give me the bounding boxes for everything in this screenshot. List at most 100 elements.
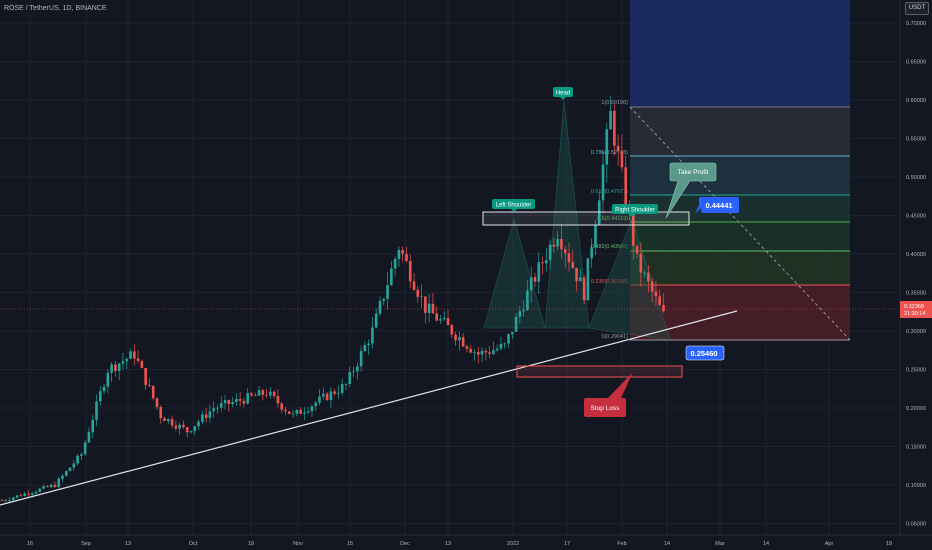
candle-up: [223, 400, 227, 404]
candle-down: [280, 403, 284, 410]
price-tick-label: 0.55000: [906, 137, 926, 143]
candle-down: [412, 281, 416, 290]
candle-up: [197, 421, 200, 427]
current-price-value: 0.32368: [904, 304, 924, 310]
candle-up: [439, 319, 442, 321]
candle-down: [174, 425, 178, 429]
stop-price-callout[interactable]: 0.25460: [685, 345, 725, 361]
candle-up: [193, 426, 197, 432]
candle-up: [106, 372, 110, 387]
currency-button[interactable]: USDT: [905, 2, 929, 15]
candle-down: [242, 400, 246, 404]
candle-up: [306, 411, 310, 413]
candle-up: [98, 391, 102, 402]
target-price-label: 0.44441: [705, 201, 732, 210]
candle-down: [662, 305, 665, 312]
time-tick-label: Nov: [293, 541, 303, 547]
candle-up: [609, 110, 612, 130]
candle-up: [594, 224, 597, 248]
time-tick-label: 15: [347, 541, 353, 547]
candle-up: [314, 402, 318, 407]
candle-down: [469, 348, 473, 353]
candle-down: [613, 110, 616, 146]
candle-up: [514, 316, 518, 332]
time-axis[interactable]: 16 Sep 13 Oct 18 Nov 15 Dec 13 2022 17 Feb 14 Mar 14 Ap…: [0, 534, 932, 550]
candle-up: [529, 277, 533, 291]
candle-up: [586, 258, 590, 301]
time-tick-label: Sep: [81, 541, 91, 547]
price-tick-label: 0.10000: [906, 483, 926, 489]
head-shoulders-pattern[interactable]: [483, 100, 671, 341]
svg-text:Left Shoulder: Left Shoulder: [496, 203, 532, 209]
candle-up: [344, 383, 348, 385]
candle-up: [68, 467, 72, 471]
candle-down: [476, 351, 480, 355]
candle-up: [49, 484, 53, 487]
candle-up: [601, 164, 605, 201]
candle-up: [208, 411, 212, 418]
fib-label-0382: 0.382(0.40560): [591, 244, 628, 250]
candle-down: [654, 291, 658, 297]
price-scale[interactable]: 0.70000 0.65000 0.60000 0.55000 0.50000 0.450…: [899, 0, 932, 535]
grid: [0, 0, 900, 535]
candle-up: [201, 414, 204, 422]
candle-up: [382, 298, 386, 301]
candle-down: [284, 409, 287, 412]
candle-down: [261, 390, 265, 395]
candle-down: [299, 409, 302, 414]
candle-down: [19, 495, 23, 497]
take-profit-callout[interactable]: Take Profit: [665, 162, 717, 219]
candle-down: [631, 213, 635, 246]
candle-down: [484, 350, 488, 353]
candle-down: [151, 385, 155, 399]
support-trendline[interactable]: [0, 310, 738, 506]
stop-loss-callout[interactable]: Stop Loss: [584, 372, 633, 417]
time-tick-label: 14: [664, 541, 670, 547]
candle-up: [480, 350, 484, 355]
candle-down: [227, 400, 231, 405]
candle-up: [495, 348, 499, 351]
time-tick-label: Dec: [400, 541, 410, 547]
price-tick-label: 0.60000: [906, 98, 926, 104]
candle-up: [386, 285, 389, 299]
candle-up: [303, 412, 306, 414]
left-shoulder-label: Left Shoulder: [492, 199, 535, 212]
candle-up: [356, 366, 359, 372]
fibonacci-retracement[interactable]: 1(0.59196) 0.786(0.52743) 0.618(0.47677)…: [591, 0, 851, 341]
candle-down: [53, 484, 57, 487]
candle-down: [27, 493, 30, 495]
candle-down: [616, 145, 620, 151]
stop-loss-box[interactable]: [516, 365, 683, 378]
neckline-box[interactable]: [482, 211, 690, 226]
candle-up: [83, 442, 87, 455]
fib-band-2: [630, 107, 850, 156]
candle-down: [465, 346, 469, 349]
candle-up: [189, 431, 193, 433]
time-tick-label: 13: [445, 541, 451, 547]
target-price-callout[interactable]: 0.44441: [695, 197, 739, 214]
candle-up: [329, 391, 333, 401]
candle-down: [424, 296, 427, 313]
candle-up: [295, 409, 299, 414]
price-tick-label: 0.40000: [906, 252, 926, 258]
candle-up: [257, 390, 261, 396]
candle-up: [121, 361, 125, 364]
fib-label-0618: 0.618(0.47677): [591, 189, 628, 195]
candle-down: [435, 313, 438, 321]
candle-up: [348, 372, 352, 384]
candle-up: [590, 247, 593, 259]
candle-down: [287, 411, 291, 414]
current-price-tag: 0.32368 21:30:14: [900, 301, 932, 318]
candle-up: [12, 497, 15, 500]
candle-down: [533, 277, 537, 282]
candle-down: [133, 351, 136, 359]
candlestick-series: [0, 95, 665, 503]
candle-up: [42, 486, 45, 489]
candle-down: [446, 318, 450, 326]
price-tick-label: 0.15000: [906, 445, 926, 451]
candle-down: [0, 500, 4, 502]
fib-label-05: 0.5(0.44119): [597, 216, 628, 222]
candle-down: [405, 253, 408, 262]
candle-down: [571, 262, 575, 268]
